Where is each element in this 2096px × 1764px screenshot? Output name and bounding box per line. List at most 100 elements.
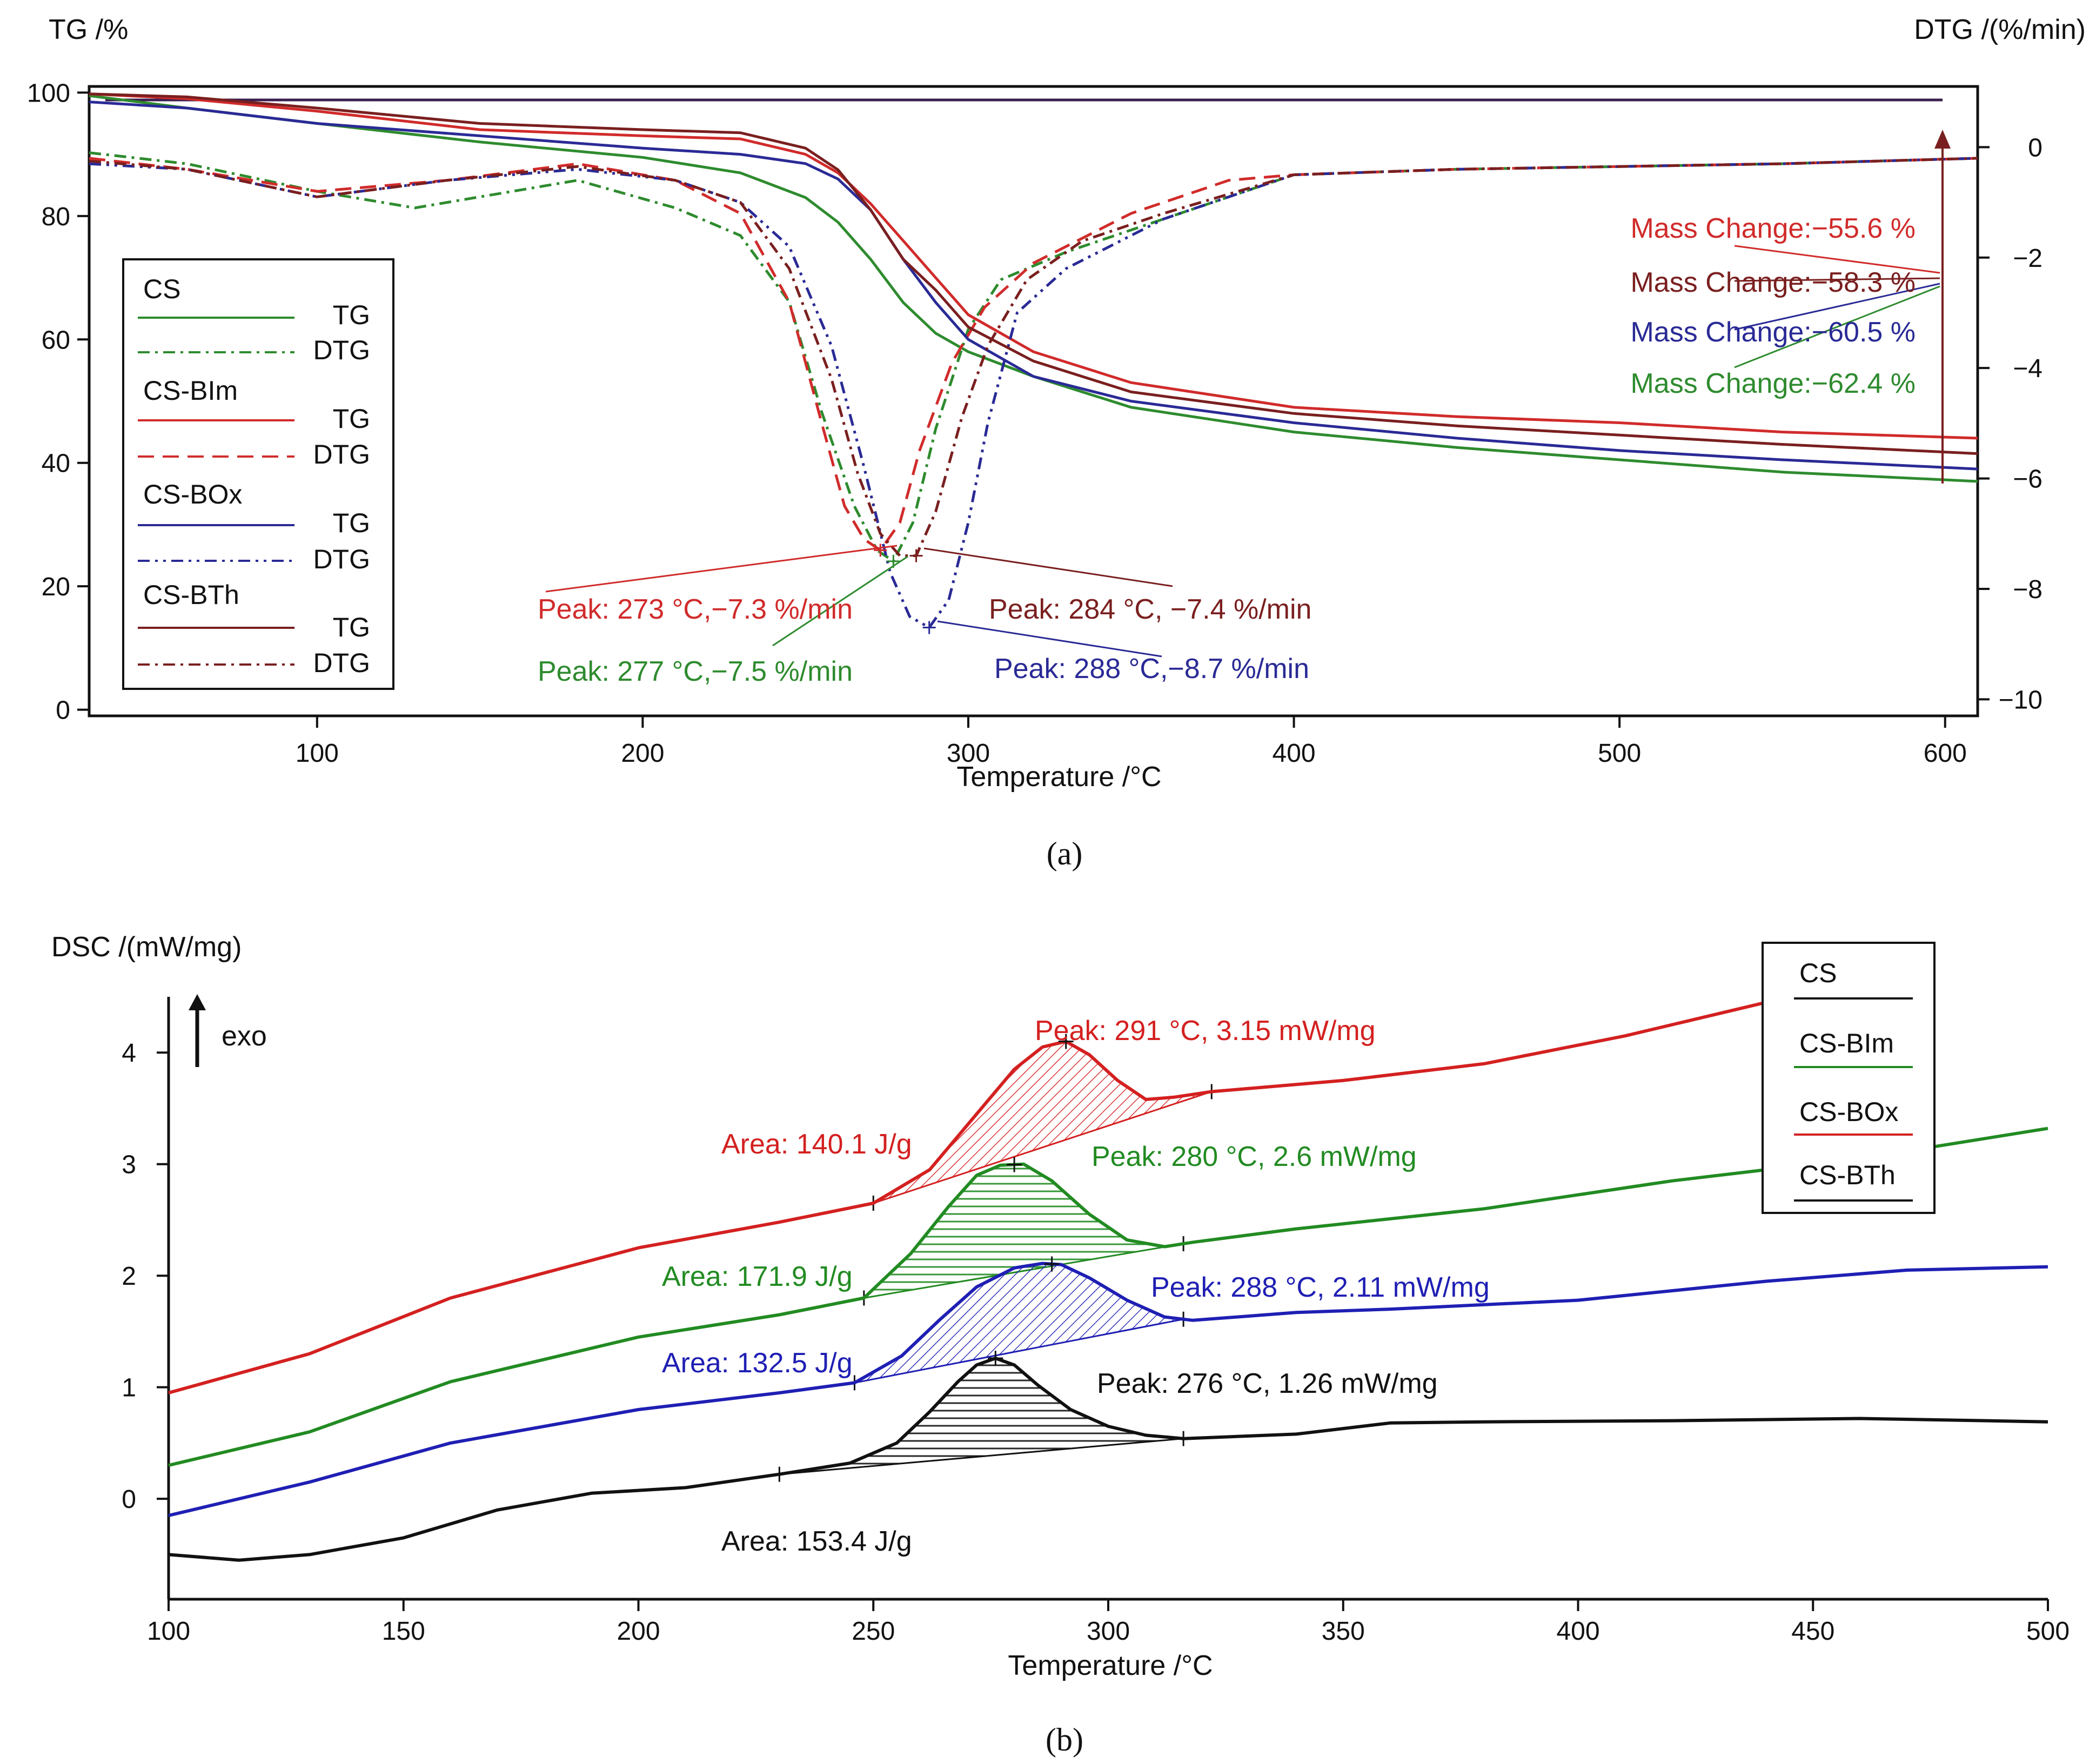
a-mc-leader-4 [1734, 285, 1940, 368]
b-y-tick-label: 4 [122, 1039, 136, 1068]
a-legend-csbth-dtg: DTG [313, 648, 370, 678]
b-y-tick-label: 3 [122, 1151, 136, 1179]
a-y-right-tick-label: −8 [2013, 575, 2043, 604]
b-y-tick-label: 1 [122, 1374, 136, 1403]
panel-b: DSC /(mW/mg) exo Temperature /°C 100 150 2… [51, 931, 2070, 1758]
a-mass-change-arrowhead [1934, 130, 1951, 149]
b-series-black [168, 1357, 2048, 1562]
a-series-cs-tg [89, 94, 1978, 483]
b-ylabel: DSC /(mW/mg) [51, 931, 242, 963]
a-x-tick-label: 100 [296, 739, 339, 768]
b-peak-blue: Peak: 288 °C, 2.11 mW/mg [1151, 1272, 1490, 1303]
a-y-left-tick-label: 20 [42, 573, 70, 601]
b-x-tick-label: 400 [1556, 1617, 1599, 1646]
b-legend-box [1762, 942, 1936, 1214]
a-mass-change-cs: Mass Change:−62.4 % [1630, 368, 1916, 399]
caption-b: (b) [1046, 1722, 1083, 1758]
b-exo-label: exo [222, 1021, 267, 1052]
b-legend-csbth: CS-BTh [1799, 1160, 1896, 1190]
a-mc-leader-2 [1734, 277, 1940, 282]
a-legend-csbim-tg: TG [333, 404, 370, 434]
a-series-cs-bim-tg [89, 92, 1978, 440]
b-legend-csbox: CS-BOx [1799, 1097, 1898, 1127]
a-legend-csbox-tg: TG [333, 508, 370, 538]
a-mc-leader-1 [1734, 245, 1940, 274]
a-peak-csbox: Peak: 288 °C,−8.7 %/min [994, 653, 1309, 685]
a-x-tick-label: 200 [621, 739, 664, 768]
a-legend-cs-dtg: DTG [313, 335, 370, 365]
b-x-tick-label: 250 [852, 1617, 895, 1646]
a-y-right-tick-label: −2 [2013, 244, 2043, 273]
a-y-left-tick-label: 0 [56, 696, 70, 725]
b-peak-black: Peak: 276 °C, 1.26 mW/mg [1097, 1368, 1438, 1399]
a-y-left-tick-label: 100 [27, 79, 70, 108]
b-peak-green: Peak: 280 °C, 2.6 mW/mg [1091, 1141, 1417, 1172]
caption-a: (a) [1047, 836, 1083, 871]
a-legend-cs: CS [143, 274, 180, 304]
a-ylabel-left: TG /% [49, 14, 128, 45]
a-series [89, 92, 1978, 634]
a-series-cs-bth-tg [89, 92, 1978, 455]
a-y-right-tick-label: −6 [2013, 465, 2043, 494]
a-y-left-tick-label: 40 [42, 450, 70, 478]
a-xlabel: Temperature /°C [956, 761, 1161, 793]
a-series-cs-bth-dtg [89, 157, 1978, 558]
a-mc-leader-3 [1734, 283, 1940, 331]
a-x-tick-label: 600 [1924, 739, 1967, 768]
a-series-cs-box-dtg [89, 157, 1978, 629]
b-area-green: Area: 171.9 J/g [662, 1261, 853, 1292]
a-legend-csbth-tg: TG [333, 612, 370, 642]
b-area-fill-blue [854, 1263, 1184, 1383]
a-peak-leader-csbim [545, 545, 898, 593]
a-legend-box [122, 258, 394, 690]
b-y-tick-label: 0 [122, 1485, 136, 1514]
a-x-tick-label: 300 [947, 739, 990, 768]
a-peak-leader-csbth [923, 547, 1173, 587]
a-peak-csbth: Peak: 284 °C, −7.4 %/min [989, 594, 1311, 625]
a-ylabel-right: DTG /(%/min) [1914, 14, 2086, 45]
b-xlabel: Temperature /°C [1008, 1650, 1213, 1681]
a-legend: CS TG DTG CS-BIm TG DTG CS-BOx TG DTG CS… [122, 258, 394, 690]
a-legend-csbox-dtg: DTG [313, 544, 370, 574]
b-x-tick-label: 200 [617, 1617, 660, 1646]
b-area-red: Area: 140.1 J/g [721, 1129, 912, 1160]
b-series-green [168, 1126, 2048, 1467]
b-x-tick-label: 150 [382, 1617, 425, 1646]
a-x-tick-label: 400 [1273, 739, 1316, 768]
a-legend-csbox: CS-BOx [143, 479, 242, 509]
b-x-tick-label: 300 [1087, 1617, 1130, 1646]
b-area-fill-red [873, 1041, 1212, 1203]
a-ticks: 100 200 300 400 500 600 0 20 40 60 80 100 0 −2 −4 −6 −8 −… [27, 79, 2043, 768]
b-x-tick-label: 350 [1322, 1617, 1365, 1646]
b-x-tick-label: 100 [147, 1617, 190, 1646]
a-y-right-tick-label: −4 [2013, 354, 2043, 383]
a-legend-csbth: CS-BTh [143, 580, 239, 610]
b-annotations: Peak: 291 °C, 3.15 mW/mg Area: 140.1 J/g… [662, 1015, 1490, 1557]
b-area-blue: Area: 132.5 J/g [662, 1347, 853, 1379]
b-legend-cs: CS [1799, 958, 1837, 988]
b-legend-csbim: CS-BIm [1799, 1028, 1894, 1058]
a-legend-csbim-dtg: DTG [313, 439, 370, 469]
b-exo-arrowhead [189, 994, 206, 1010]
b-area-fill-black [779, 1358, 1184, 1474]
b-series-red [168, 1001, 1766, 1394]
b-x-tick-label: 450 [1791, 1617, 1834, 1646]
b-fills [778, 1041, 1213, 1482]
b-series [168, 1001, 2048, 1562]
a-y-left-tick-label: 80 [42, 203, 70, 231]
a-x-tick-label: 500 [1598, 739, 1641, 768]
b-y-tick-label: 2 [122, 1262, 136, 1291]
a-y-right-tick-label: 0 [2028, 133, 2043, 162]
a-peak-csbim: Peak: 273 °C,−7.3 %/min [538, 594, 853, 625]
a-y-right-tick-label: −10 [1999, 686, 2043, 714]
b-ticks: 100 150 200 250 300 350 400 450 500 0 1 2 3 4 [122, 1039, 2070, 1646]
a-peak-cs: Peak: 277 °C,−7.5 %/min [538, 656, 853, 687]
a-legend-cs-tg: TG [333, 300, 370, 330]
b-legend: CS CS-BIm CS-BOx CS-BTh [1762, 942, 1936, 1214]
a-y-left-tick-label: 60 [42, 326, 70, 354]
panel-a: TG /% DTG /(%/min) Temperature /°C 100 20… [27, 14, 2086, 871]
a-mass-change-csbox: Mass Change:−60.5 % [1630, 317, 1916, 348]
a-legend-csbim: CS-BIm [143, 375, 238, 406]
panel-a-frame [88, 85, 1979, 717]
